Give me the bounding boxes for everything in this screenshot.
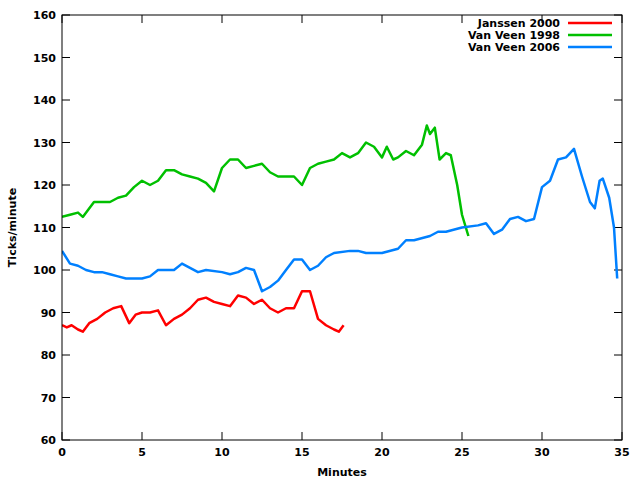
legend-label: Van Veen 2006 xyxy=(468,41,560,54)
y-tick xyxy=(614,355,622,356)
legend-swatch xyxy=(568,34,612,37)
y-tick-label: 160 xyxy=(33,9,56,22)
x-tick-label: 25 xyxy=(454,446,469,459)
x-tick-label: 10 xyxy=(214,446,230,459)
legend-swatch xyxy=(568,46,612,49)
x-tick xyxy=(302,432,303,440)
x-tick xyxy=(142,432,143,440)
x-tick-label: 30 xyxy=(534,446,550,459)
y-tick-label: 90 xyxy=(41,307,57,320)
x-tick-label: 0 xyxy=(58,446,66,459)
y-tick xyxy=(614,312,622,313)
y-tick xyxy=(62,312,70,313)
legend-swatch xyxy=(568,22,612,25)
x-tick xyxy=(222,432,223,440)
x-tick-label: 20 xyxy=(374,446,390,459)
y-tick xyxy=(614,397,622,398)
plot-frame xyxy=(62,15,622,440)
x-tick xyxy=(462,15,463,23)
y-tick-label: 120 xyxy=(33,179,56,192)
y-tick xyxy=(62,100,70,101)
x-tick-label: 5 xyxy=(138,446,146,459)
x-tick xyxy=(142,15,143,23)
y-tick-label: 110 xyxy=(33,222,56,235)
chart: 60 70 80 90 100 110 120 130 140 150 160 0 5 10 15 20 25 3… xyxy=(0,0,640,480)
y-tick xyxy=(614,185,622,186)
y-tick-label: 80 xyxy=(41,349,57,362)
y-tick xyxy=(614,142,622,143)
x-tick xyxy=(462,432,463,440)
y-tick-label: 70 xyxy=(41,392,57,405)
x-tick-label: 35 xyxy=(614,446,629,459)
y-tick-label: 60 xyxy=(41,434,57,447)
x-axis-label: Minutes xyxy=(317,466,367,479)
x-tick xyxy=(382,432,383,440)
y-tick xyxy=(62,185,70,186)
y-tick xyxy=(62,142,70,143)
y-tick-label: 100 xyxy=(33,264,56,277)
ticks xyxy=(62,15,622,440)
y-tick xyxy=(614,270,622,271)
y-tick xyxy=(62,355,70,356)
series-line xyxy=(62,126,468,237)
x-tick xyxy=(222,15,223,23)
y-tick-label: 150 xyxy=(33,52,56,65)
x-tick xyxy=(382,15,383,23)
y-tick xyxy=(62,270,70,271)
x-tick xyxy=(542,432,543,440)
y-tick-label: 130 xyxy=(33,137,56,150)
y-tick xyxy=(62,57,70,58)
plot-lines xyxy=(62,126,617,332)
y-tick xyxy=(614,100,622,101)
x-tick xyxy=(302,15,303,23)
series-line xyxy=(62,149,617,291)
legend: Janssen 2000Van Veen 1998Van Veen 2006 xyxy=(468,17,612,54)
x-tick-label: 15 xyxy=(294,446,309,459)
y-tick-label: 140 xyxy=(33,94,56,107)
y-axis-label: Ticks/minute xyxy=(6,188,19,267)
y-tick xyxy=(614,57,622,58)
y-tick xyxy=(62,227,70,228)
y-tick xyxy=(62,397,70,398)
series-line xyxy=(62,291,344,331)
